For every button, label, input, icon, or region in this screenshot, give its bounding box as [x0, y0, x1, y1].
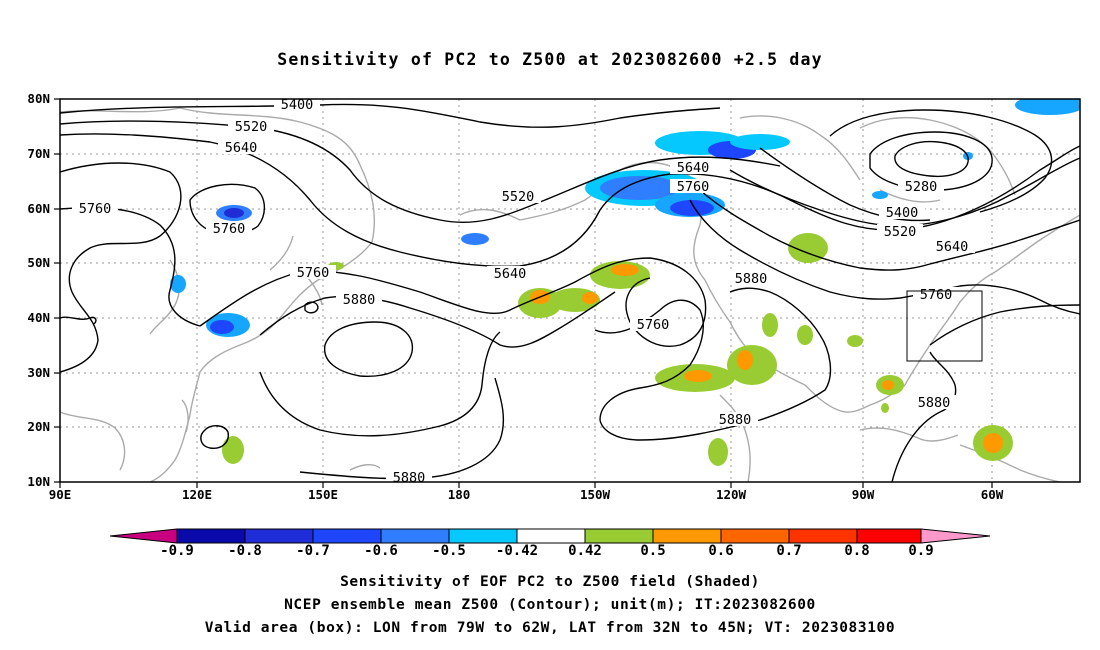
latitude-label: 60N	[27, 201, 50, 216]
contour-label: 5760	[637, 317, 670, 333]
colorbar-label: 0.6	[708, 543, 734, 559]
colorbar-segment	[585, 529, 653, 543]
caption-line-1: Sensitivity of EOF PC2 to Z500 field (Sh…	[340, 574, 760, 590]
contour-label: 5520	[235, 119, 268, 135]
contour-label: 5760	[677, 179, 710, 195]
contour-label: 5400	[886, 205, 919, 221]
axis-ticks	[54, 98, 993, 488]
colorbar-segment	[381, 529, 449, 543]
contour-label: 5760	[79, 201, 112, 217]
contour-label: 5760	[920, 287, 953, 303]
colorbar-label: 0.5	[640, 543, 666, 559]
valid-area-box	[906, 290, 983, 362]
latitude-label: 80N	[27, 91, 50, 106]
colorbar-label: 0.7	[776, 543, 802, 559]
longitude-label: 90W	[851, 487, 875, 502]
contour-label: 5640	[494, 266, 527, 282]
contour-label: 5280	[905, 179, 938, 195]
longitude-label: 150E	[307, 487, 339, 502]
colorbar	[109, 528, 991, 544]
colorbar-segment	[177, 529, 245, 543]
longitude-label: 90E	[48, 487, 72, 502]
latitude-label: 10N	[27, 474, 50, 489]
caption-line-2: NCEP ensemble mean Z500 (Contour); unit(…	[284, 597, 816, 613]
longitude-label: 180	[447, 487, 471, 502]
colorbar-segment	[313, 529, 381, 543]
contour-label: 5760	[297, 265, 330, 281]
colorbar-segment	[245, 529, 313, 543]
latitude-label: 30N	[27, 365, 50, 380]
contour-label: 5640	[677, 160, 710, 176]
colorbar-label: -0.9	[160, 543, 194, 559]
contour-label: 5640	[936, 239, 969, 255]
latitude-label: 50N	[27, 255, 50, 270]
colorbar-triangle-high	[921, 529, 990, 543]
colorbar-label: 0.42	[568, 543, 602, 559]
latitude-label: 20N	[27, 419, 50, 434]
coastlines	[60, 107, 1080, 482]
longitude-label: 120W	[715, 487, 747, 502]
colorbar-segment	[721, 529, 789, 543]
contour-label-group: 5400 5520 5640 5760 5760 5520 5640 5760 …	[72, 97, 975, 486]
colorbar-label: -0.7	[296, 543, 330, 559]
colorbar-segment	[789, 529, 857, 543]
longitude-label: 150W	[579, 487, 611, 502]
map-frame	[59, 98, 1081, 483]
colorbar-segment	[517, 529, 585, 543]
contour-label: 5880	[719, 412, 752, 428]
colorbar-segment	[449, 529, 517, 543]
contour-label: 5400	[281, 97, 314, 113]
longitude-label: 60W	[980, 487, 1004, 502]
caption-line-3: Valid area (box): LON from 79W to 62W, L…	[204, 620, 896, 636]
longitude-label: 120E	[181, 487, 213, 502]
contour-label: 5640	[225, 140, 258, 156]
contour-label: 5880	[918, 395, 951, 411]
contour-label: 5880	[343, 292, 376, 308]
contour-label: 5520	[884, 224, 917, 240]
colorbar-label: -0.8	[228, 543, 262, 559]
map-title: Sensitivity of PC2 to Z500 at 2023082600…	[277, 50, 823, 69]
colorbar-segment	[857, 529, 921, 543]
contour-label: 5880	[393, 470, 426, 486]
colorbar-label: -0.42	[495, 543, 539, 559]
contour-label: 5760	[213, 221, 246, 237]
contour-label: 5880	[735, 271, 768, 287]
colorbar-label: 0.8	[844, 543, 870, 559]
latitude-label: 70N	[27, 146, 50, 161]
latitude-label: 40N	[27, 310, 50, 325]
colorbar-label: -0.5	[432, 543, 466, 559]
colorbar-label: -0.6	[364, 543, 398, 559]
contour-label: 5520	[502, 189, 535, 205]
colorbar-triangle-low	[110, 529, 177, 543]
colorbar-segment	[653, 529, 721, 543]
colorbar-label: 0.9	[908, 543, 934, 559]
